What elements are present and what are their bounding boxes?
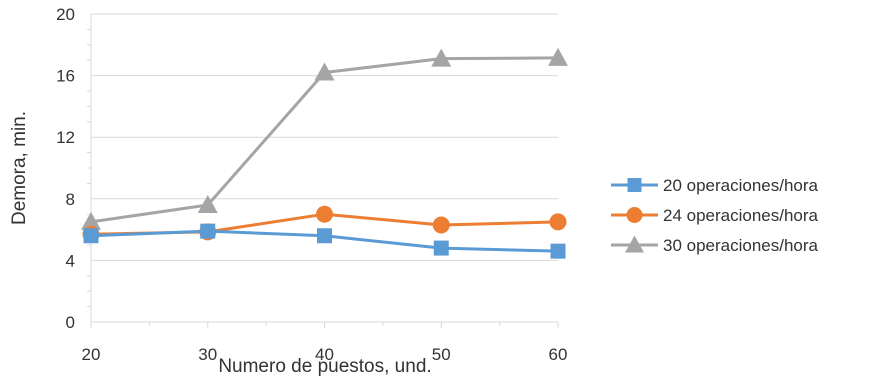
data-point-2-60 — [549, 213, 567, 231]
legend-item-3: 30 operaciones/hora — [611, 235, 819, 255]
legend-item-2: 24 operaciones/hora — [611, 206, 819, 225]
axes: 0 4 8 12 16 20 20 30 40 50 60 — [56, 5, 567, 364]
y-tick-label-16: 16 — [56, 67, 75, 86]
data-point-3-50 — [431, 48, 452, 67]
series-1 — [83, 223, 566, 259]
data-point-3-40 — [314, 62, 335, 81]
data-point-2-40 — [316, 205, 333, 223]
x-tick-label-60: 60 — [549, 345, 568, 364]
x-tick-label-20: 20 — [82, 345, 101, 364]
y-tick-label-8: 8 — [66, 190, 75, 209]
data-point-1-20 — [83, 228, 99, 244]
y-tick-label-4: 4 — [66, 251, 75, 270]
legend: 20 operaciones/hora 24 operaciones/hora 30… — [611, 176, 819, 255]
legend-marker-3 — [625, 235, 644, 253]
data-point-1-40 — [317, 228, 332, 244]
y-tick-label-20: 20 — [56, 5, 75, 24]
legend-marker-2 — [626, 207, 643, 223]
series — [81, 47, 568, 259]
y-tick-label-12: 12 — [56, 128, 75, 147]
x-tick-label-30: 30 — [198, 345, 217, 364]
legend-label-1: 20 operaciones/hora — [663, 176, 819, 195]
data-point-1-50 — [433, 240, 449, 256]
legend-label-3: 30 operaciones/hora — [663, 236, 819, 255]
data-point-1-30 — [200, 223, 216, 239]
series-3 — [81, 47, 568, 230]
x-tick-label-50: 50 — [432, 345, 451, 364]
gridlines — [91, 13, 558, 261]
y-axis-title: Demora, min. — [9, 111, 30, 225]
series-line-3 — [90, 56, 559, 224]
legend-item-1: 20 operaciones/hora — [611, 176, 819, 195]
legend-marker-1 — [627, 178, 642, 192]
x-tick-label-40: 40 — [315, 345, 334, 364]
x-axis-title: Numero de puestos, und. — [218, 356, 431, 377]
y-tick-label-0: 0 — [66, 313, 75, 332]
data-point-2-50 — [432, 216, 450, 234]
data-point-3-20 — [81, 211, 101, 230]
legend-label-2: 24 operaciones/hora — [663, 206, 819, 225]
data-point-3-30 — [197, 194, 218, 213]
data-point-1-60 — [550, 243, 566, 259]
data-point-3-60 — [548, 47, 568, 66]
